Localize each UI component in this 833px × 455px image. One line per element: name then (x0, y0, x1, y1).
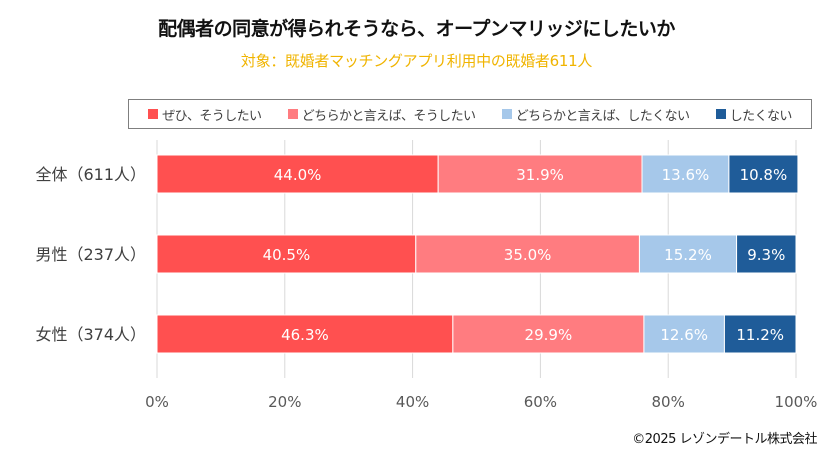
x-tick-label: 60% (524, 393, 557, 411)
legend-swatch (287, 109, 298, 119)
bar-segment (728, 154, 799, 194)
chart-title: 配偶者の同意が得られそうなら、オープンマリッジにしたいか (158, 18, 675, 40)
data-label: 12.6% (660, 326, 708, 344)
legend-item: どちらかと言えば、そうしたい (287, 105, 476, 124)
bar-segment (156, 234, 417, 274)
legend-item: したくない (715, 105, 793, 124)
legend-swatch (715, 109, 726, 119)
legend-item: ぜひ、そうしたい (148, 105, 262, 124)
data-label: 13.6% (662, 166, 710, 184)
legend-swatch (148, 109, 159, 119)
legend-label: どちらかと言えば、そうしたい (301, 108, 476, 124)
bar-segment (415, 234, 640, 274)
category-label: 男性（237人） (35, 245, 146, 264)
bar-segment (156, 314, 454, 354)
x-tick-label: 0% (145, 393, 169, 411)
bar-segment (643, 314, 725, 354)
data-label: 9.3% (747, 246, 785, 264)
bar-segment (641, 154, 730, 194)
category-label: 全体（611人） (35, 165, 146, 184)
data-label: 46.3% (281, 326, 329, 344)
legend-label: したくない (729, 108, 793, 124)
bar-segment (736, 234, 797, 274)
x-tick-label: 80% (652, 393, 685, 411)
data-label: 10.8% (740, 166, 788, 184)
copyright-credit: ©2025 レゾンデートル株式会社 (632, 432, 817, 447)
data-label: 11.2% (736, 326, 784, 344)
legend: ぜひ、そうしたい どちらかと言えば、そうしたい どちらかと言えば、したくない し… (128, 99, 812, 129)
legend-item: どちらかと言えば、したくない (501, 105, 690, 124)
data-label: 44.0% (274, 166, 322, 184)
data-label: 15.2% (664, 246, 712, 264)
legend-label: ぜひ、そうしたい (162, 108, 262, 124)
bar-segment (452, 314, 645, 354)
data-label: 31.9% (516, 166, 564, 184)
category-label: 女性（374人） (35, 325, 146, 344)
bar-segment (638, 234, 738, 274)
bar-segment (437, 154, 643, 194)
x-tick-label: 40% (396, 393, 429, 411)
data-label: 40.5% (263, 246, 311, 264)
legend-swatch (501, 109, 512, 119)
legend-label: どちらかと言えば、したくない (515, 108, 690, 124)
data-label: 35.0% (504, 246, 552, 264)
chart-subtitle: 対象：既婚者マッチングアプリ利用中の既婚者611人 (240, 52, 593, 70)
bar-segment (723, 314, 797, 354)
data-label: 29.9% (525, 326, 573, 344)
x-tick-label: 20% (268, 393, 301, 411)
x-tick-label: 100% (775, 393, 818, 411)
bar-segment (156, 154, 439, 194)
